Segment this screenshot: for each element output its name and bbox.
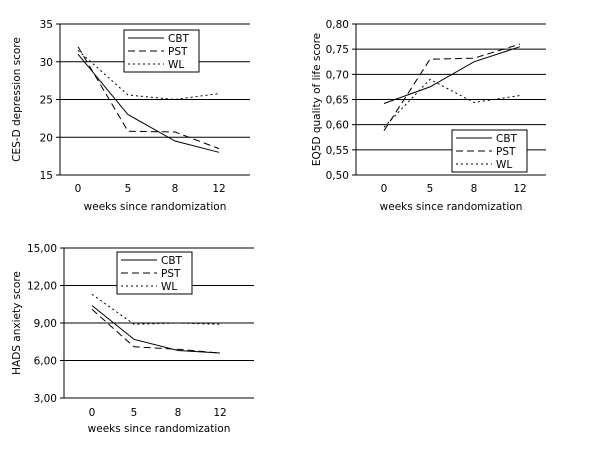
x-axis-label: weeks since randomization <box>88 423 231 435</box>
chart-2: 0,50 0,55 0,60 0,65 0,70 0,75 0,80 0 5 8 12 weeks s… <box>311 19 546 213</box>
series-line-cbt <box>383 46 521 104</box>
legend-label: CBT <box>161 255 183 267</box>
x-tick-label: 0 <box>75 183 82 195</box>
legend-label: CBT <box>168 33 190 45</box>
y-tick-label: 0,60 <box>326 120 349 132</box>
x-tick-label: 0 <box>89 407 96 419</box>
y-tick-label: 0,55 <box>326 145 349 157</box>
legend-label: WL <box>161 281 177 293</box>
y-tick-label: 0,80 <box>326 19 349 31</box>
chart-1: 15 20 25 30 35 0 5 8 12 weeks since randomization… <box>11 19 250 213</box>
series-line-wl <box>91 293 221 325</box>
legend-label: PST <box>168 46 188 58</box>
x-tick-label: 8 <box>175 407 182 419</box>
series-line-wl <box>383 78 521 128</box>
series-line-pst <box>77 46 220 150</box>
series-line-cbt <box>91 305 221 354</box>
x-tick-label: 12 <box>513 183 526 195</box>
series-line-cbt <box>77 53 220 153</box>
y-tick-label: 15 <box>40 170 53 182</box>
x-tick-label: 5 <box>125 183 132 195</box>
chart-3: 3,00 6,00 9,00 12,00 15,00 0 5 8 12 weeks since r… <box>11 243 254 435</box>
y-tick-label: 15,00 <box>27 243 57 255</box>
legend-label: CBT <box>496 133 518 145</box>
x-tick-label: 5 <box>131 407 138 419</box>
y-tick-label: 35 <box>40 19 53 31</box>
y-axis-label: HADS anxiety score <box>11 271 23 375</box>
x-tick-label: 8 <box>172 183 179 195</box>
x-tick-label: 12 <box>213 407 226 419</box>
legend-label: WL <box>496 159 512 171</box>
y-axis-label: CES-D depression score <box>11 37 23 162</box>
x-tick-label: 12 <box>212 183 225 195</box>
series-line-pst <box>383 43 521 131</box>
x-tick-label: 8 <box>471 183 478 195</box>
y-tick-label: 0,75 <box>326 44 349 56</box>
y-axis-label: EQ5D quality of life score <box>311 33 323 166</box>
legend-label: PST <box>161 268 181 280</box>
y-tick-label: 12,00 <box>27 281 57 293</box>
x-tick-label: 5 <box>427 183 434 195</box>
legend-label: WL <box>168 59 184 71</box>
y-tick-label: 25 <box>40 95 53 107</box>
y-tick-label: 30 <box>40 57 53 69</box>
y-tick-label: 20 <box>40 132 53 144</box>
y-tick-label: 6,00 <box>34 356 57 368</box>
y-tick-label: 9,00 <box>34 318 57 330</box>
x-tick-label: 0 <box>381 183 388 195</box>
x-axis-label: weeks since randomization <box>84 201 227 213</box>
y-tick-label: 3,00 <box>34 393 57 405</box>
y-tick-label: 0,70 <box>326 69 349 81</box>
series-line-pst <box>91 308 221 354</box>
legend-label: PST <box>496 146 516 158</box>
x-axis-label: weeks since randomization <box>380 201 523 213</box>
y-tick-label: 0,65 <box>326 95 349 107</box>
series-line-wl <box>77 50 220 101</box>
y-tick-label: 0,50 <box>326 170 349 182</box>
